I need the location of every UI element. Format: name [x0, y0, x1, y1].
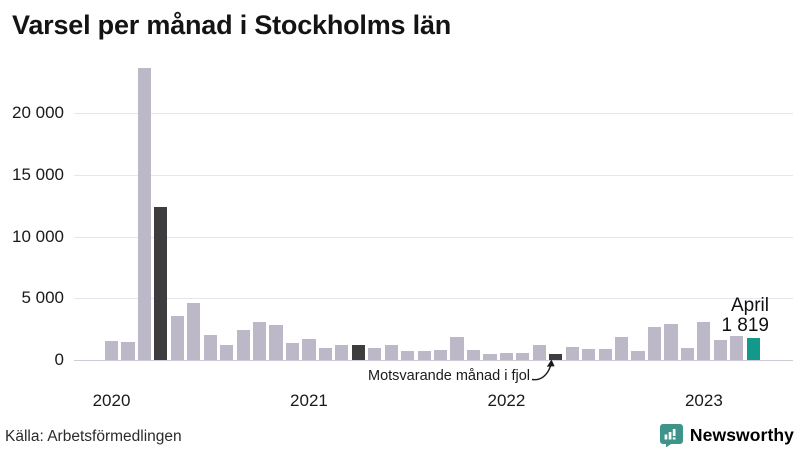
bar-dec-2022 [680, 347, 694, 360]
bar-sep-2020 [236, 329, 250, 360]
bar-apr-2020 [154, 206, 168, 360]
bar-okt-2021 [450, 337, 464, 360]
x-axis-baseline [74, 360, 793, 361]
x-tick-label-2021: 2021 [290, 391, 328, 410]
x-tick-label-2022: 2022 [487, 391, 526, 410]
annotation-arrow-icon [531, 359, 555, 381]
gridline [74, 298, 793, 299]
bar-jan-2023 [697, 321, 711, 360]
bar-apr-2022 [549, 353, 563, 360]
bar-nov-2022 [664, 324, 678, 360]
x-tick-label-2023: 2023 [684, 391, 723, 410]
bar-aug-2021 [417, 350, 431, 360]
bar-sep-2021 [434, 350, 448, 360]
y-tick-label: 10 000 [12, 226, 64, 246]
bar-jun-2021 [384, 345, 398, 360]
bar-mar-2022 [532, 345, 546, 360]
gridline [74, 237, 793, 238]
y-tick-label: 0 [54, 350, 64, 369]
bar-mar-2020 [137, 67, 151, 360]
bar-feb-2022 [516, 352, 530, 360]
bar-maj-2020 [170, 316, 184, 360]
y-tick-label: 20 000 [12, 103, 64, 123]
bar-okt-2020 [252, 321, 267, 360]
bar-aug-2022 [615, 337, 629, 360]
current-month-value: 1 819 [721, 314, 769, 336]
bar-jan-2021 [302, 339, 316, 360]
bar-feb-2020 [121, 342, 135, 360]
annotation-same-month-last-year: Motsvarande månad i fjol [368, 368, 530, 384]
bar-apr-2023 [746, 337, 760, 360]
chart-title: Varsel per månad i Stockholms län [12, 10, 452, 40]
x-tick-label-2020: 2020 [92, 391, 131, 410]
y-tick-label: 15 000 [12, 164, 64, 184]
brand-name: Newsworthy [689, 424, 794, 445]
bar-chart-speech-bubble-icon [659, 423, 683, 447]
source-note: Källa: Arbetsförmedlingen [5, 428, 182, 445]
gridline [74, 113, 793, 114]
bar-sep-2022 [631, 350, 645, 360]
bar-mar-2023 [730, 335, 744, 360]
current-month-value-label: April 1 819 [640, 296, 769, 335]
bar-okt-2022 [647, 327, 662, 360]
current-month-name: April [730, 295, 769, 316]
bar-dec-2021 [483, 354, 497, 360]
bar-mar-2021 [335, 345, 349, 360]
bar-aug-2020 [220, 345, 234, 360]
bar-jun-2020 [187, 302, 201, 360]
bar-jul-2021 [401, 350, 415, 360]
bar-jan-2022 [499, 353, 513, 360]
bar-feb-2023 [713, 340, 727, 360]
newsworthy-logo: Newsworthy [659, 423, 794, 447]
bar-apr-2021 [351, 345, 365, 360]
gridline [74, 175, 793, 176]
bar-nov-2021 [466, 350, 481, 360]
bar-maj-2022 [565, 346, 579, 360]
bar-feb-2021 [318, 348, 332, 360]
bar-jul-2020 [203, 335, 217, 360]
bar-nov-2020 [269, 325, 283, 360]
bar-jul-2022 [598, 349, 612, 360]
y-tick-label: 5 000 [21, 288, 64, 308]
bar-jan-2020 [104, 340, 119, 360]
bar-maj-2021 [368, 348, 382, 360]
bar-dec-2020 [285, 342, 300, 360]
bar-jun-2022 [582, 349, 596, 360]
